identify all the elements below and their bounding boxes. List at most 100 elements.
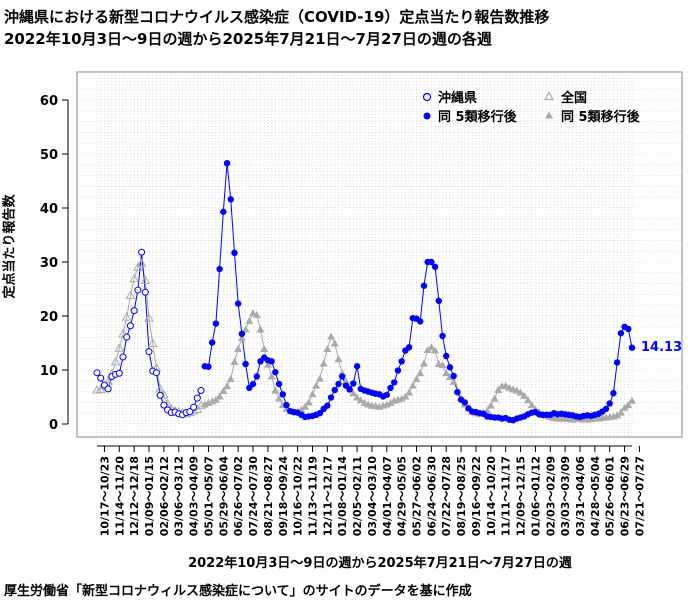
point-national-post	[423, 346, 432, 354]
point-okinawa-post	[275, 380, 283, 388]
point-okinawa-post	[216, 265, 223, 273]
point-okinawa-post	[253, 373, 260, 380]
point-national-post	[301, 402, 310, 410]
point-national	[136, 258, 147, 267]
point-okinawa-post	[212, 320, 220, 327]
x-tick-label: 02/03～02/09	[544, 456, 557, 536]
point-okinawa	[138, 248, 146, 256]
point-national-post	[319, 359, 328, 367]
point-okinawa-post	[602, 405, 610, 413]
point-okinawa-post	[617, 330, 625, 337]
point-okinawa-post	[346, 386, 353, 393]
y-tick-label: 0	[49, 418, 58, 433]
point-national-post	[401, 392, 410, 400]
point-okinawa	[152, 369, 160, 377]
point-okinawa	[145, 348, 153, 356]
x-tick-label: 01/09～01/15	[143, 456, 156, 536]
point-okinawa	[197, 387, 205, 395]
legend-label-okinawa-post: 同 5類移行後	[438, 109, 518, 125]
point-national-post	[260, 344, 269, 352]
point-national-post	[438, 361, 447, 369]
point-okinawa-post	[606, 400, 613, 407]
point-national	[110, 356, 121, 366]
point-okinawa	[93, 369, 101, 377]
point-national-post	[349, 389, 358, 397]
point-national-post	[308, 390, 317, 398]
x-tick-label: 04/28～05/04	[589, 456, 602, 537]
point-national	[133, 262, 143, 271]
y-tick-label: 20	[40, 310, 58, 325]
x-axis: 10/17～10/23 11/14～11/20 12/12～12/18 01/09～0…	[97, 445, 646, 537]
point-national-post	[275, 394, 284, 402]
point-national-post	[271, 386, 280, 394]
point-national-post	[613, 411, 622, 419]
point-national-post	[215, 392, 224, 400]
point-national-post	[356, 396, 365, 404]
point-okinawa	[156, 391, 164, 399]
x-tick-label: 07/21～07/27	[633, 456, 646, 536]
legend-marker-national	[543, 91, 555, 101]
point-national	[121, 312, 132, 321]
last-value-label: 14.13	[641, 340, 682, 355]
point-national-post	[405, 388, 414, 396]
x-tick-label: 07/24～07/30	[247, 456, 260, 537]
y-tick-label: 40	[40, 202, 58, 217]
point-national-post	[312, 381, 321, 389]
point-okinawa	[130, 307, 138, 315]
point-national-post	[327, 332, 336, 340]
point-okinawa-post	[316, 410, 324, 417]
x-tick-label: 11/14～11/20	[113, 456, 126, 537]
point-national	[144, 313, 154, 322]
point-national-post	[620, 403, 629, 411]
point-okinawa	[134, 286, 142, 294]
point-okinawa-post	[420, 282, 428, 289]
point-okinawa-post	[625, 325, 632, 333]
point-national-post	[624, 401, 633, 409]
point-okinawa-post	[398, 358, 405, 365]
point-national-post	[263, 360, 272, 368]
point-okinawa-post	[405, 344, 413, 351]
point-national-post	[386, 398, 395, 406]
source-note: 厚生労働省「新型コロナウィルス感染症について」のサイトのデータを基に作成	[4, 584, 472, 599]
point-okinawa-post	[231, 249, 238, 257]
point-okinawa	[97, 374, 105, 382]
x-tick-label: 07/22～07/28	[440, 456, 453, 536]
point-national-post	[431, 346, 440, 354]
point-okinawa-post	[208, 339, 216, 346]
point-okinawa-post	[272, 368, 279, 376]
point-national-post	[304, 398, 313, 406]
point-okinawa-post	[387, 384, 394, 392]
y-axis-label: 定点当たり報告数	[2, 194, 18, 299]
point-okinawa-post	[223, 159, 231, 167]
point-national-post	[252, 310, 261, 318]
point-okinawa-post	[610, 390, 617, 397]
chart-title: 沖縄県における新型コロナウイルス感染症（COVID-19）定点当たり報告数推移	[4, 8, 550, 26]
point-okinawa-post	[234, 300, 242, 307]
point-okinawa	[123, 333, 131, 341]
x-axis-label: 2022年10月3日～9日の週から2025年7月21日～7月27日の週	[188, 556, 572, 571]
point-okinawa	[126, 322, 134, 330]
x-tick-label: 04/01～04/07	[381, 456, 394, 536]
point-okinawa-post	[205, 363, 212, 370]
point-okinawa-post	[439, 332, 446, 340]
point-national-post	[256, 325, 265, 333]
x-tick-label: 02/05～02/11	[351, 456, 364, 536]
point-national-post	[516, 388, 525, 396]
point-okinawa-post	[628, 344, 636, 351]
point-national-post	[442, 369, 451, 377]
x-tick-label: 08/21～08/27	[262, 456, 275, 536]
legend-label-national: 全国	[560, 90, 587, 106]
x-tick-label: 04/03～04/09	[188, 456, 201, 536]
point-okinawa-post	[242, 360, 249, 368]
legend-label-national-post: 同 5類移行後	[561, 109, 641, 125]
point-okinawa-post	[335, 380, 342, 388]
x-tick-label: 06/26～07/02	[232, 456, 245, 536]
point-okinawa-post	[279, 391, 286, 398]
x-tick-label: 10/17～10/23	[98, 456, 111, 536]
point-national-post	[408, 381, 417, 389]
point-national-post	[616, 408, 625, 416]
point-national-post	[334, 355, 343, 363]
point-national	[103, 376, 114, 386]
point-national-post	[315, 374, 324, 382]
y-tick-label: 30	[40, 256, 58, 271]
